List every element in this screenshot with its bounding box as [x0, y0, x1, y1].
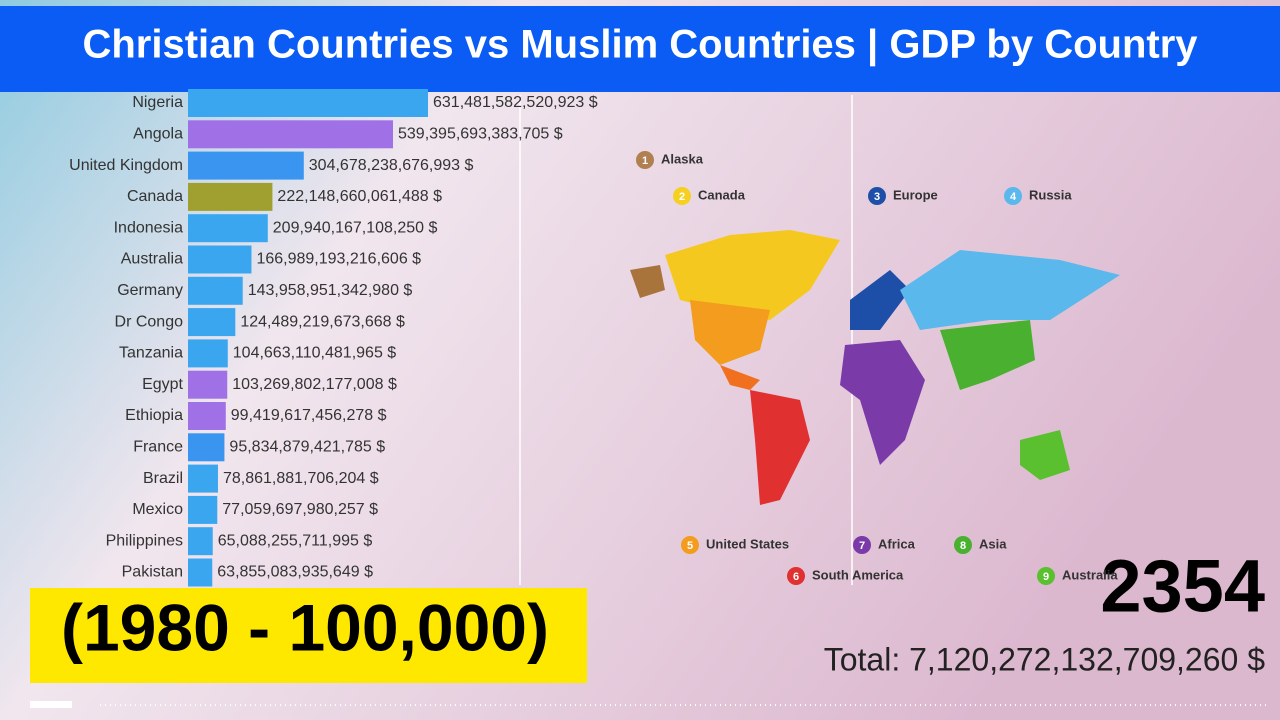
map-label: Russia — [1029, 187, 1072, 202]
value-label: 103,269,802,177,008 $ — [232, 376, 397, 393]
bar — [188, 120, 394, 149]
total: Total: 7,120,272,132,709,260 $ — [824, 641, 1265, 677]
bar — [188, 495, 218, 524]
map-label: Canada — [698, 187, 746, 202]
map-label: Asia — [979, 536, 1007, 551]
category-label: Egypt — [142, 376, 183, 393]
value-label: 222,148,660,061,488 $ — [277, 188, 442, 205]
map-label: Africa — [878, 536, 916, 551]
map-label: South America — [812, 567, 904, 582]
value-label: 304,678,238,676,993 $ — [309, 157, 474, 174]
bar — [188, 214, 268, 243]
category-label: Germany — [117, 282, 183, 299]
category-label: Nigeria — [132, 94, 183, 111]
value-label: 99,419,617,456,278 $ — [231, 407, 387, 424]
map-marker-number: 7 — [859, 540, 865, 552]
value-label: 209,940,167,108,250 $ — [273, 219, 438, 236]
value-label: 78,861,881,706,204 $ — [223, 470, 379, 487]
category-label: Pakistan — [122, 564, 183, 581]
value-label: 166,989,193,216,606 $ — [256, 251, 421, 268]
value-label: 77,059,697,980,257 $ — [222, 501, 378, 518]
category-label: Tanzania — [119, 345, 183, 362]
bar — [188, 151, 304, 180]
bar — [188, 527, 213, 556]
map-marker-number: 5 — [687, 540, 693, 552]
value-label: 65,088,255,711,995 $ — [218, 532, 373, 549]
bar — [188, 308, 236, 337]
bar — [188, 433, 225, 462]
bar — [188, 182, 273, 211]
map-label: Australia — [1062, 567, 1118, 582]
map-label: Europe — [893, 187, 938, 202]
map-marker — [636, 151, 654, 169]
value-label: 631,481,582,520,923 $ — [433, 94, 598, 111]
progress — [30, 701, 72, 708]
category-label: Canada — [127, 188, 183, 205]
value-label: 104,663,110,481,965 $ — [233, 345, 397, 362]
map-marker — [954, 536, 972, 554]
map-marker — [1004, 187, 1022, 205]
map-marker-number: 6 — [793, 571, 799, 583]
bar — [188, 276, 243, 305]
category-label: Philippines — [106, 532, 183, 549]
category-label: Dr Congo — [115, 313, 184, 330]
bar — [188, 558, 213, 587]
map-marker-number: 8 — [960, 540, 966, 552]
category-label: Angola — [133, 126, 183, 143]
map-marker-number: 2 — [679, 191, 685, 203]
bar — [188, 339, 228, 368]
map-marker-number: 1 — [642, 155, 648, 167]
bar — [188, 402, 226, 430]
category-label: Ethiopia — [125, 407, 183, 424]
map-label: Alaska — [661, 151, 704, 166]
bar — [188, 245, 252, 274]
category-label: Australia — [121, 251, 183, 268]
category-label: France — [133, 439, 183, 456]
value-label: 63,855,083,935,649 $ — [217, 564, 373, 581]
value-label: 95,834,879,421,785 $ — [229, 439, 385, 456]
map-marker-number: 3 — [874, 191, 880, 203]
map-label: United States — [706, 536, 789, 551]
map-marker — [853, 536, 871, 554]
year: 2354 — [1100, 545, 1265, 628]
title-bar — [0, 6, 1280, 92]
map-marker-number: 4 — [1010, 191, 1017, 203]
category-label: Brazil — [143, 470, 183, 487]
bar — [188, 370, 228, 399]
bar — [188, 464, 218, 493]
map-marker — [868, 187, 886, 205]
category-label: United Kingdom — [69, 157, 183, 174]
bar — [188, 89, 428, 117]
world-map — [630, 230, 1120, 505]
map-marker — [681, 536, 699, 554]
subtitle-box — [30, 588, 587, 683]
map-marker-number: 9 — [1043, 571, 1049, 583]
value-label: 143,958,951,342,980 $ — [248, 282, 413, 299]
value-label: 124,489,219,673,668 $ — [240, 313, 405, 330]
map-marker — [787, 567, 805, 585]
value-label: 539,395,693,383,705 $ — [398, 126, 563, 143]
subtitle: (1980 - 100,000) — [61, 590, 549, 664]
chart-title: Christian Countries vs Muslim Countries … — [82, 23, 1198, 67]
map-marker — [673, 187, 691, 205]
map-marker — [1037, 567, 1055, 585]
category-label: Mexico — [132, 501, 183, 518]
category-label: Indonesia — [114, 219, 183, 236]
